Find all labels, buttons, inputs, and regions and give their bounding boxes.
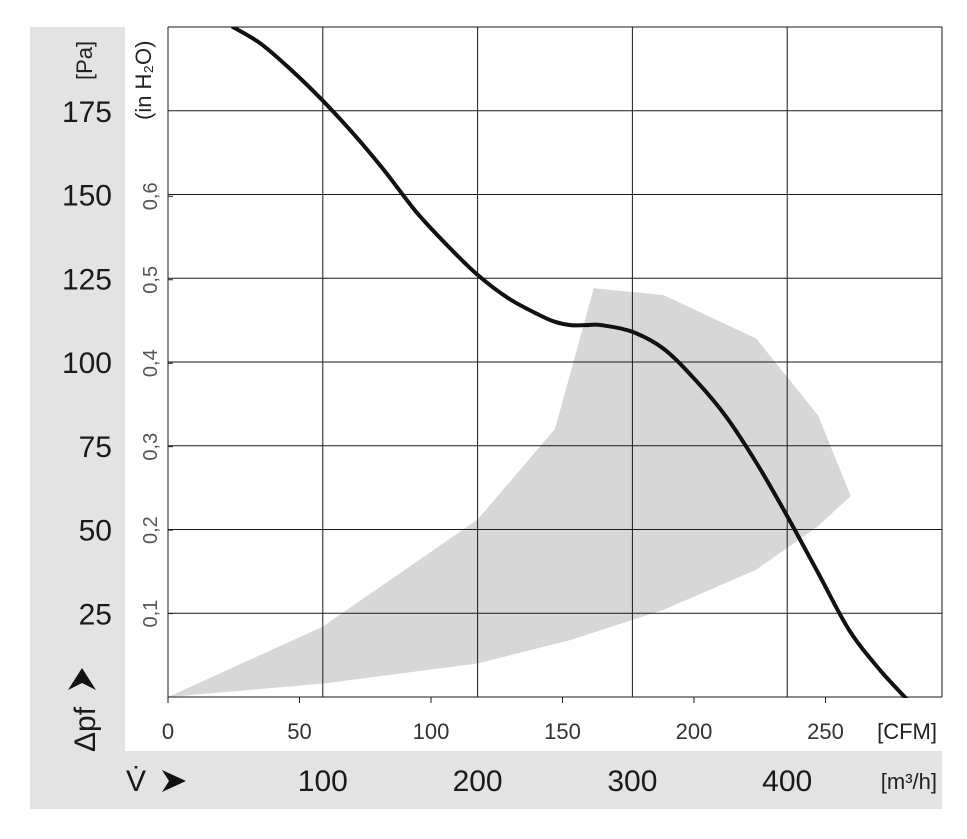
x-tick-label-m3h: 100 [298, 765, 348, 798]
x-axis-arrow-icon [162, 770, 186, 792]
y-axis-arrow-icon [68, 668, 96, 690]
performance-curve [231, 27, 909, 698]
operating-range [168, 288, 851, 697]
y-tick-label-pa: 150 [62, 180, 112, 213]
x-tick-label-m3h: 200 [453, 765, 503, 798]
x-axis-unit-cfm: [CFM] [877, 719, 937, 744]
y-tick-label-pa: 175 [62, 96, 112, 129]
curve-layer [231, 27, 909, 698]
x-axis-symbol: V̇ [126, 765, 146, 798]
x-tick-label-cfm: 250 [807, 719, 844, 744]
y-tick-label-pa: 50 [79, 515, 112, 548]
y-tick-label-pa: 100 [62, 347, 112, 380]
y-tick-label-inh2o: 0,1 [140, 600, 162, 628]
y-axis-ticks-inh2o: 0,1 0,2 0,3 0,4 0,5 0,6 [140, 182, 162, 627]
x-tick-label-cfm: 150 [544, 719, 581, 744]
y-axis-ticks-pa: 25 50 75 100 125 150 175 [62, 96, 112, 632]
y-tick-label-pa: 25 [79, 598, 112, 631]
y-tick-label-inh2o: 0,3 [140, 433, 162, 461]
y-tick-label-inh2o: 0,5 [140, 266, 162, 294]
x-tick-label-cfm: 0 [162, 719, 174, 744]
y-tick-label-inh2o: 0,6 [140, 182, 162, 210]
x-tick-label-cfm: 50 [287, 719, 311, 744]
grid [167, 26, 943, 703]
x-tick-label-m3h: 300 [607, 765, 657, 798]
x-tick-label-m3h: 400 [762, 765, 812, 798]
y-tick-label-pa: 75 [79, 431, 112, 464]
y-tick-label-inh2o: 0,2 [140, 516, 162, 544]
operating-range-area [168, 288, 851, 697]
x-axis-ticks-m3h: 100 200 300 400 [298, 765, 812, 798]
x-axis-unit-m3h: [m³/h] [881, 769, 937, 794]
x-tick-label-cfm: 100 [413, 719, 450, 744]
left-axis-band [30, 27, 125, 751]
y-axis-unit-pa: [Pa] [72, 41, 97, 80]
y-tick-label-pa: 125 [62, 263, 112, 296]
x-tick-label-cfm: 200 [676, 719, 713, 744]
x-axis-ticks-cfm: 0 50 100 150 200 250 [162, 719, 844, 744]
y-axis-symbol: Δpf [69, 706, 102, 752]
y-tick-label-inh2o: 0,4 [140, 349, 162, 377]
y-axis-unit-inh2o: (in H₂O) [131, 41, 156, 120]
